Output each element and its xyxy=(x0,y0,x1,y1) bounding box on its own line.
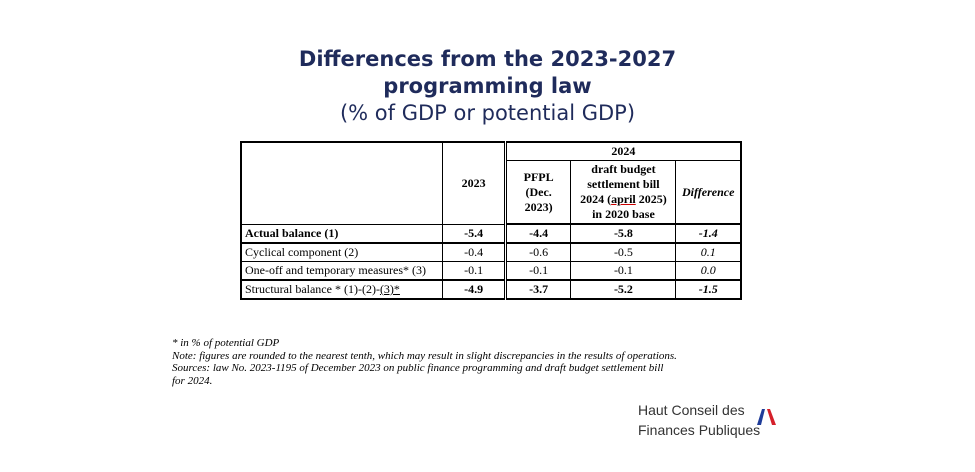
hcfp-logo: Haut Conseil des Finances Publiques xyxy=(638,400,760,440)
logo-line-2: Finances Publiques xyxy=(638,422,761,438)
logo-line-1: Haut Conseil des xyxy=(638,402,745,418)
header-draft-part-2: 2025) in 2020 base xyxy=(592,192,667,221)
cell-difference: -1.4 xyxy=(675,223,742,244)
row-label-part-1: Structural balance * (1)-(2)- xyxy=(245,282,380,296)
row-label-part-2: (3)* xyxy=(379,282,400,296)
title-line-1: Differences from the 2023-2027 xyxy=(298,47,677,71)
footnote-rounding: Note: figures are rounded to the nearest… xyxy=(172,349,677,362)
cell-2023: -0.1 xyxy=(442,261,506,281)
cell-draft: -0.5 xyxy=(570,242,677,262)
comparison-table: 2023 2024 PFPL (Dec. 2023) draft budget … xyxy=(240,141,742,300)
title-subtitle: (% of GDP or potential GDP) xyxy=(339,101,636,125)
header-difference: Difference xyxy=(675,160,742,225)
french-flag-icon xyxy=(757,409,776,425)
header-empty-cell xyxy=(240,141,444,225)
table-header-row-2: PFPL (Dec. 2023) draft budget settlement… xyxy=(241,160,742,225)
cell-draft: -0.1 xyxy=(570,261,677,281)
title-line-2: programming law xyxy=(383,74,592,98)
header-pfpl: PFPL (Dec. 2023) xyxy=(503,160,572,225)
header-draft-budget: draft budget settlement bill 2024 (april… xyxy=(570,160,677,225)
footnote-sources: Sources: law No. 2023-1195 of December 2… xyxy=(172,362,664,374)
cell-difference: -1.5 xyxy=(675,279,742,300)
cell-pfpl: -3.7 xyxy=(503,279,572,300)
table-row-actual-balance: Actual balance (1) -5.4 -4.4 -5.8 -1.4 xyxy=(240,223,742,244)
row-label: Cyclical component (2) xyxy=(240,242,444,262)
cell-pfpl: -4.4 xyxy=(503,223,572,244)
cell-2023: -4.9 xyxy=(442,279,506,300)
table-row-one-off: One-off and temporary measures* (3) -0.1… xyxy=(240,261,742,281)
footnote-potential-gdp: * in % of potential GDP xyxy=(172,337,280,349)
cell-difference: 0.1 xyxy=(675,242,742,262)
cell-pfpl: -0.6 xyxy=(503,242,572,262)
header-2023: 2023 xyxy=(442,141,506,225)
footnote-sources-cont: for 2024. xyxy=(172,374,213,387)
cell-difference: 0.0 xyxy=(675,261,742,281)
row-label: One-off and temporary measures* (3) xyxy=(240,261,444,281)
row-label: Structural balance * (1)-(2)-(3)* xyxy=(240,279,444,300)
header-group-2024: 2024 xyxy=(503,141,742,161)
table-row-cyclical: Cyclical component (2) -0.4 -0.6 -0.5 0.… xyxy=(240,242,742,262)
cell-draft: -5.8 xyxy=(570,223,677,244)
cell-draft: -5.2 xyxy=(570,279,677,300)
cell-2023: -5.4 xyxy=(442,223,506,244)
table-header-row-1: 2023 2024 xyxy=(240,141,742,225)
header-draft-part-1: draft budget settlement bill 2024 xyxy=(580,162,660,206)
header-draft-april: april xyxy=(611,192,636,206)
cell-2023: -0.4 xyxy=(442,242,506,262)
footnotes: * in % of potential GDP Note: figures ar… xyxy=(172,337,792,387)
cell-pfpl: -0.1 xyxy=(503,261,572,281)
page-title: Differences from the 2023-2027 programmi… xyxy=(0,46,975,127)
row-label: Actual balance (1) xyxy=(240,223,444,244)
table-row-structural: Structural balance * (1)-(2)-(3)* -4.9 -… xyxy=(240,279,742,300)
